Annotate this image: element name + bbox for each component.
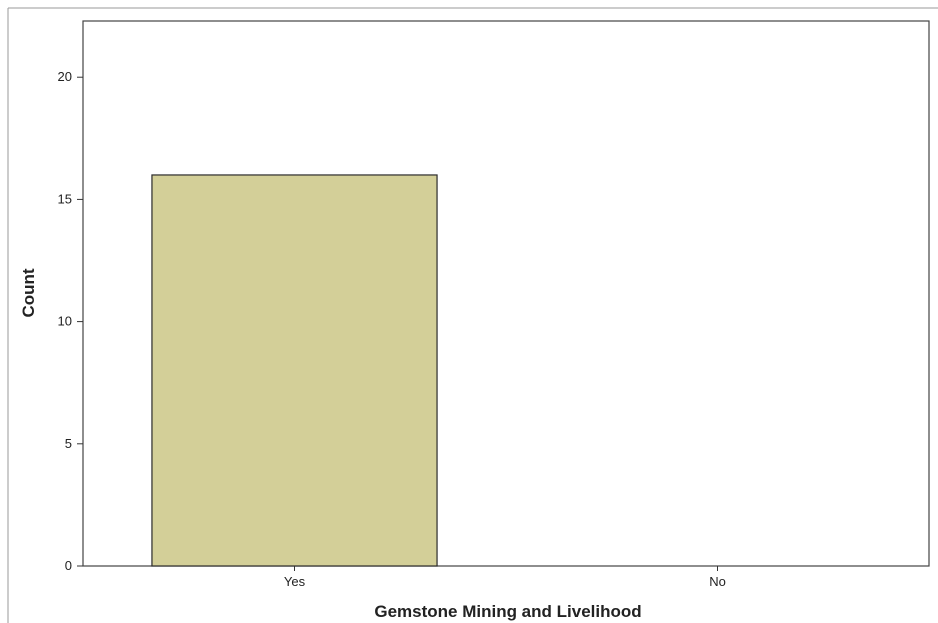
y-tick-label: 20: [58, 69, 72, 84]
y-tick-label: 15: [58, 191, 72, 206]
y-axis-ticks: 0 5 10 15 20: [58, 69, 83, 573]
y-tick-label: 0: [65, 558, 72, 573]
bar-yes: [151, 174, 438, 567]
x-axis-ticks: Yes No: [284, 566, 726, 589]
y-tick-label: 5: [65, 436, 72, 451]
y-tick-label: 10: [58, 314, 72, 329]
x-axis-title: Gemstone Mining and Livelihood: [374, 602, 641, 621]
y-axis-title: Count: [19, 268, 38, 317]
bars: [151, 174, 438, 567]
x-tick-label: Yes: [284, 574, 306, 589]
x-tick-label: No: [709, 574, 726, 589]
